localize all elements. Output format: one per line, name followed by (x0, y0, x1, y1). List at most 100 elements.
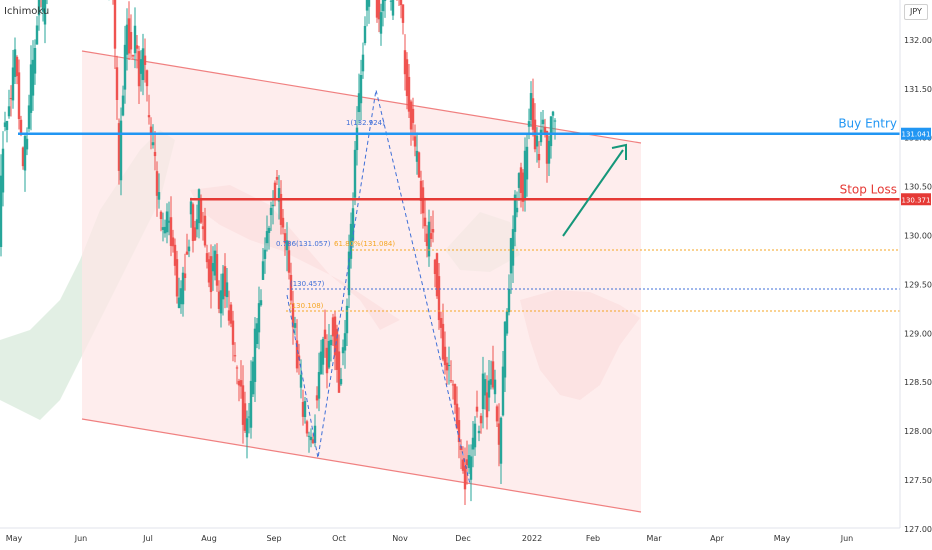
candle-body (513, 194, 517, 232)
candle-body (35, 25, 39, 45)
candle-body (337, 351, 341, 393)
level-price-text: 130.371 (902, 196, 931, 204)
candle-body (231, 320, 235, 345)
candle-body (465, 459, 469, 466)
candle-body (285, 240, 289, 251)
level-price-tag (901, 193, 931, 206)
candle-body (171, 237, 175, 247)
candle-body (483, 379, 487, 396)
candle-body (427, 221, 431, 257)
candle-body (203, 215, 207, 246)
candle-body (259, 300, 263, 306)
candle-body (419, 180, 423, 201)
candle-body (471, 437, 475, 450)
candle-body (303, 401, 307, 418)
candle-body (227, 310, 231, 321)
candle-body (237, 380, 241, 386)
candle-body (517, 173, 521, 188)
candle-body (141, 48, 145, 81)
candle-body (187, 246, 191, 252)
candle-body (291, 303, 295, 328)
candle-body (243, 403, 247, 431)
buy-entry-label: Buy Entry (838, 117, 897, 131)
candle-body (539, 129, 543, 143)
candle-body (15, 56, 19, 77)
candle-body (189, 201, 193, 215)
candle-body (233, 355, 237, 357)
candle-body (275, 176, 279, 180)
candle-body (43, 0, 47, 25)
candle-body (221, 273, 225, 300)
candle-body (293, 323, 297, 328)
candle-body (329, 339, 333, 346)
candle-body (219, 290, 223, 314)
candle-body (165, 211, 169, 233)
candle-body (0, 175, 3, 247)
candle-body (509, 238, 513, 274)
candle-body (497, 423, 501, 445)
candle-body (381, 0, 385, 12)
candle-body (461, 459, 465, 471)
candle-body (429, 233, 433, 239)
candle-body (207, 259, 211, 283)
candle-body (359, 75, 363, 104)
candle-body (479, 415, 483, 424)
candle-body (119, 120, 123, 181)
candle-body (345, 305, 349, 334)
candle-body (11, 67, 15, 101)
indicator-label: Ichimoku (4, 6, 50, 17)
candle-body (323, 329, 327, 339)
candle-body (215, 254, 219, 286)
x-tick-label: Mar (646, 534, 662, 543)
candle-body (41, 0, 45, 12)
candle-body (325, 347, 329, 374)
x-tick-label: Jul (142, 534, 153, 543)
candle-body (27, 105, 31, 129)
candle-body (123, 44, 127, 90)
candle-body (153, 151, 157, 157)
level-price-tag (901, 127, 931, 140)
candle-body (199, 197, 203, 223)
candle-body (433, 259, 437, 275)
fib-blue-legs (286, 89, 471, 485)
candle-body (505, 311, 509, 334)
candle-body (469, 456, 473, 480)
candle-body (425, 233, 429, 247)
candle-body (321, 339, 325, 365)
candle-body (31, 59, 35, 96)
candle-body (511, 229, 515, 266)
candle-body (523, 150, 527, 200)
candle-body (197, 189, 201, 224)
x-tick-label: 2022 (522, 534, 542, 543)
candle-body (353, 149, 357, 198)
y-tick-label: 128.500 (904, 378, 932, 387)
candle-body (343, 333, 347, 351)
projection-arrow-line (562, 149, 624, 237)
candle-body (191, 204, 195, 241)
candle-body (25, 138, 29, 150)
candle-body (201, 226, 205, 230)
candle-body (463, 465, 467, 490)
fib-label: (130.457) (290, 280, 325, 288)
x-tick-label: Apr (710, 534, 725, 543)
candle-body (125, 24, 129, 55)
candle-body (183, 273, 187, 279)
candle-body (439, 318, 443, 328)
candle-body (435, 253, 439, 297)
candle-body (193, 227, 197, 241)
candle-body (209, 256, 213, 293)
candle-body (143, 55, 147, 65)
y-tick-label: 127.500 (904, 476, 932, 485)
candle-body (135, 45, 139, 49)
candle-body (113, 0, 117, 49)
candle-body (33, 48, 37, 74)
candle-body (261, 261, 265, 280)
candle-body (547, 140, 551, 164)
candle-body (333, 316, 337, 356)
currency-badge[interactable]: JPY (904, 4, 928, 20)
candle-body (441, 323, 445, 360)
x-tick-label: Dec (455, 534, 470, 543)
candle-body (263, 249, 267, 259)
x-tick-label: Sep (266, 534, 281, 543)
